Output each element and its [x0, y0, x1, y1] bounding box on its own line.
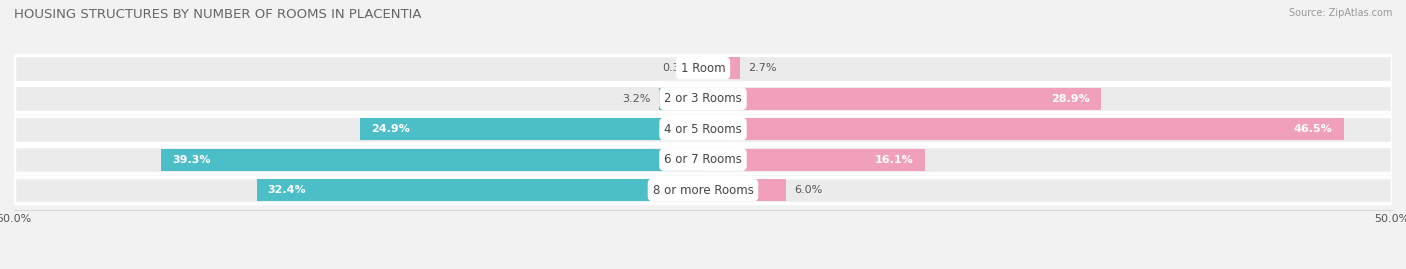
Text: 3.2%: 3.2%: [623, 94, 651, 104]
Bar: [703, 148, 925, 171]
Text: 4 or 5 Rooms: 4 or 5 Rooms: [664, 123, 742, 136]
Bar: [256, 179, 703, 201]
Text: 24.9%: 24.9%: [371, 124, 409, 134]
Text: 2.7%: 2.7%: [748, 63, 778, 73]
Bar: [703, 88, 1101, 110]
Text: 46.5%: 46.5%: [1294, 124, 1333, 134]
Text: 6 or 7 Rooms: 6 or 7 Rooms: [664, 153, 742, 166]
Text: Source: ZipAtlas.com: Source: ZipAtlas.com: [1288, 8, 1392, 18]
Text: 0.3%: 0.3%: [662, 63, 690, 73]
Bar: [14, 55, 1392, 82]
Bar: [14, 85, 1392, 112]
Bar: [703, 118, 1344, 140]
Bar: [703, 57, 740, 79]
Text: 8 or more Rooms: 8 or more Rooms: [652, 183, 754, 197]
Bar: [14, 177, 1392, 203]
Bar: [659, 88, 703, 110]
Text: HOUSING STRUCTURES BY NUMBER OF ROOMS IN PLACENTIA: HOUSING STRUCTURES BY NUMBER OF ROOMS IN…: [14, 8, 422, 21]
Bar: [699, 57, 703, 79]
Text: 32.4%: 32.4%: [267, 185, 307, 195]
Bar: [14, 146, 1392, 173]
Bar: [14, 116, 1392, 143]
Text: 28.9%: 28.9%: [1052, 94, 1090, 104]
Bar: [703, 179, 786, 201]
Text: 1 Room: 1 Room: [681, 62, 725, 75]
Text: 39.3%: 39.3%: [173, 155, 211, 165]
Text: 6.0%: 6.0%: [794, 185, 823, 195]
Bar: [360, 118, 703, 140]
Bar: [162, 148, 703, 171]
Text: 16.1%: 16.1%: [875, 155, 914, 165]
Text: 2 or 3 Rooms: 2 or 3 Rooms: [664, 92, 742, 105]
